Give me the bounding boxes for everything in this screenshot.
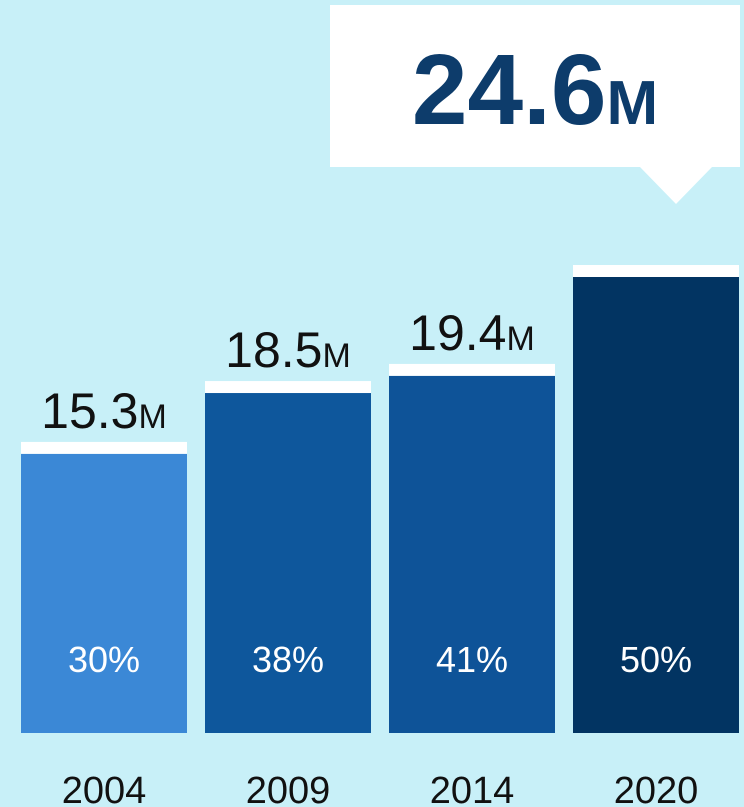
value-label: 18.5M <box>225 322 351 378</box>
x-tick-label: 2004 <box>62 770 147 807</box>
callout-box <box>330 5 740 204</box>
share-label: 50% <box>620 639 692 680</box>
bar <box>389 375 555 733</box>
bar-cap <box>389 363 555 376</box>
x-tick-label: 2014 <box>430 770 515 807</box>
bar <box>205 393 371 733</box>
x-tick-label: 2020 <box>614 770 699 807</box>
share-label: 41% <box>436 639 508 680</box>
callout-value-label: 24.6M <box>412 34 658 146</box>
bar-cap <box>573 265 739 277</box>
x-tick-label: 2009 <box>246 770 331 807</box>
value-label: 15.3M <box>41 383 167 439</box>
share-label: 30% <box>68 639 140 680</box>
value-label: 19.4M <box>409 305 535 361</box>
bar-cap <box>205 381 371 394</box>
bar <box>573 277 739 733</box>
bar <box>21 453 187 733</box>
share-label: 38% <box>252 639 324 680</box>
bar-cap <box>21 441 187 454</box>
